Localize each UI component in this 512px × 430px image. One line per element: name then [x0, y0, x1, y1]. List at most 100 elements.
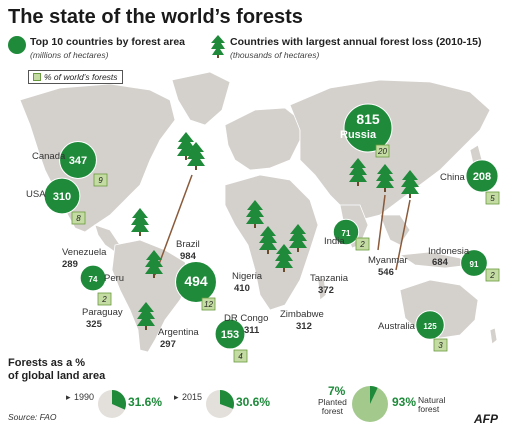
label-brazil: Brazil — [176, 239, 200, 250]
pie-1990-slice — [112, 390, 126, 410]
area-value-brazil: 494 — [184, 273, 208, 289]
pct-value-canada: 9 — [98, 176, 103, 185]
year-2015-label: 2015 — [182, 392, 203, 402]
year-2015-arrow-icon: ▸ — [174, 392, 179, 402]
loss-tree-indonesia-1 — [401, 170, 419, 198]
loss-tree-venezuela — [131, 208, 149, 236]
value-indonesia-loss: 684 — [432, 257, 448, 268]
bottom-title-line2: of global land area — [8, 370, 106, 382]
pie-2015 — [206, 390, 234, 418]
source-note: Source: FAO — [8, 412, 57, 422]
legend-pct-box: % of world’s forests — [28, 70, 123, 84]
planted-pct-label: 7% — [328, 384, 346, 398]
year-1990-label: 1990 — [74, 392, 95, 402]
planted-label: Planted forest — [318, 398, 347, 416]
value-argentina-loss: 297 — [160, 339, 176, 350]
pct-value-brazil: 12 — [204, 300, 213, 309]
area-circle-china — [465, 159, 499, 193]
pie-planted-natural — [352, 386, 388, 422]
pct-box-australia — [433, 338, 448, 352]
natural-line2: forest — [418, 403, 440, 414]
area-value-australia: 125 — [423, 322, 437, 331]
area-value-usa: 310 — [53, 191, 71, 203]
pct-box-dr-congo — [233, 349, 248, 363]
area-circle-dr-congo — [214, 318, 246, 350]
legend-pct-label: % of world’s forests — [44, 72, 118, 82]
natural-line1: Natural — [418, 395, 446, 405]
pct-value-russia: 20 — [377, 147, 387, 156]
land-greenland — [171, 71, 231, 126]
loss-tree-nigeria — [246, 200, 264, 228]
loss-tree-myanmar — [349, 158, 367, 186]
label-drcongo: DR Congo — [224, 313, 269, 324]
planted-line1: Planted — [318, 397, 347, 407]
pct-box-india — [355, 237, 370, 251]
area-value-china: 208 — [473, 171, 491, 183]
value-brazil-loss: 984 — [180, 251, 196, 262]
area-value-dr-congo: 153 — [221, 329, 239, 341]
area-value-russia: 815 — [356, 111, 380, 127]
pie-1990 — [98, 390, 126, 418]
label-india: India — [324, 236, 345, 247]
legend-loss-title: Countries with largest annual forest los… — [230, 36, 482, 48]
pct-box-peru — [97, 292, 112, 306]
pct-value-peru: 2 — [101, 295, 107, 304]
planted-line2: forest — [321, 405, 344, 416]
pct-box-indonesia — [485, 268, 500, 282]
value-nigeria-loss: 410 — [234, 283, 250, 294]
brand-logo: AFP — [474, 412, 498, 426]
area-circle-russia — [343, 103, 393, 153]
loss-arrow-brazil — [154, 174, 193, 276]
area-circle-brazil — [175, 261, 217, 303]
pie-planted-natural-slice — [370, 386, 378, 404]
loss-tree-zimbabwe — [275, 244, 293, 272]
bottom-title-line1: Forests as a % — [8, 357, 86, 369]
legend-area-unit: (millions of hectares) — [30, 50, 109, 60]
pct-box-china — [485, 191, 500, 205]
pct-1990-label: 31.6% — [128, 395, 163, 409]
pct-value-usa: 8 — [76, 214, 81, 223]
area-circle-indonesia — [460, 249, 488, 277]
pct-box-brazil — [201, 297, 216, 311]
value-myanmar-loss: 546 — [378, 267, 394, 278]
loss-tree-brazil-1 — [187, 142, 205, 170]
pct-value-australia: 3 — [438, 341, 443, 350]
label-argentina: Argentina — [158, 327, 199, 338]
pct-value-indonesia: 2 — [489, 271, 495, 280]
label-myanmar: Myanmar — [368, 255, 408, 266]
natural-pct-label: 93% — [392, 395, 417, 409]
value-zimbabwe-loss: 312 — [296, 321, 312, 332]
legend-circle-icon — [8, 36, 26, 54]
natural-label: Natural forest — [418, 396, 445, 414]
label-peru: Peru — [104, 273, 125, 284]
land-asia — [289, 79, 491, 221]
label-venezuela: Venezuela — [62, 247, 107, 258]
loss-arrow-indonesia — [395, 199, 411, 271]
pct-2015-label: 30.6% — [236, 395, 271, 409]
area-circle-usa — [43, 177, 81, 215]
area-circle-india — [332, 218, 360, 246]
loss-arrow-myanmar — [377, 194, 386, 251]
label-usa: USA — [26, 189, 46, 200]
loss-tree-indonesia — [376, 164, 394, 192]
area-value-india: 71 — [342, 229, 351, 238]
label-canada: Canada — [32, 151, 66, 162]
label-china: China — [440, 172, 465, 183]
value-tanzania-loss: 372 — [318, 285, 334, 296]
loss-tree-tanzania — [289, 224, 307, 252]
label-russia: Russia — [340, 129, 377, 141]
land-new-zealand — [489, 327, 498, 345]
area-value-canada: 347 — [69, 155, 87, 167]
legend-pct-swatch — [33, 73, 41, 81]
area-value-peru: 74 — [89, 275, 98, 284]
area-circle-peru — [79, 264, 107, 292]
legend-tree-icon — [211, 35, 225, 58]
label-zimbabwe: Zimbabwe — [280, 309, 324, 320]
pct-box-canada — [93, 173, 108, 187]
loss-tree-argentina — [137, 302, 155, 330]
pct-box-usa — [71, 211, 86, 225]
label-indonesia: Indonesia — [428, 246, 470, 257]
area-circle-australia — [415, 310, 445, 340]
legend-area-title: Top 10 countries by forest area — [30, 36, 186, 48]
year-1990-arrow-icon: ▸ — [66, 392, 71, 402]
